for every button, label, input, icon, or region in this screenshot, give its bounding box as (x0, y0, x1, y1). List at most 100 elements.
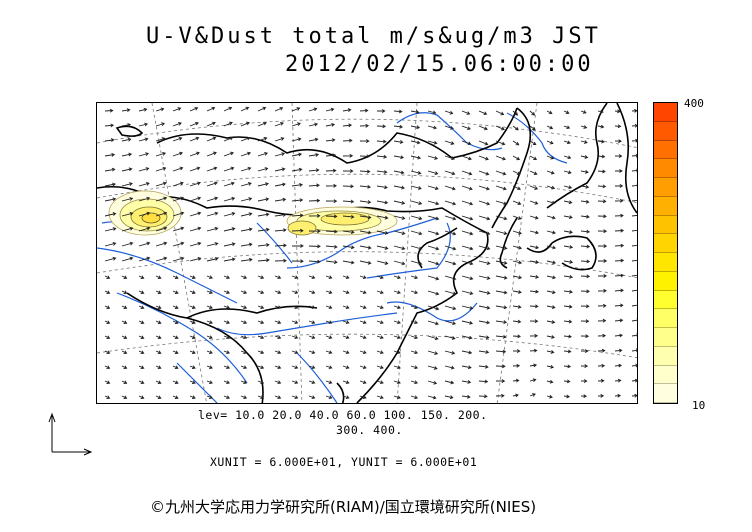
wind-vector (444, 230, 457, 236)
wind-vector (495, 349, 507, 354)
wind-vector (104, 182, 116, 187)
wind-vector (308, 213, 321, 218)
wind-vector (614, 378, 622, 383)
wind-vector (308, 350, 316, 355)
wind-vector (563, 319, 573, 324)
wind-vector (478, 335, 490, 340)
wind-vector (274, 197, 287, 202)
wind-vector (223, 275, 231, 280)
wind-vector (223, 305, 231, 310)
colorbar-cell (654, 290, 677, 310)
wind-vector (597, 244, 608, 248)
wind-vector (580, 244, 591, 249)
wind-vector (444, 185, 456, 191)
colorbar-cell (654, 346, 677, 366)
wind-vector (580, 349, 589, 353)
wind-vector (376, 335, 384, 340)
wind-vector (155, 166, 167, 172)
wind-vector (393, 350, 401, 355)
wind-vector (478, 260, 491, 266)
wind-vector (410, 200, 423, 206)
wind-vector (342, 138, 353, 143)
colorbar-cell (654, 178, 677, 197)
wind-vector (512, 125, 519, 131)
wind-vector (461, 215, 474, 221)
wind-vector (512, 215, 522, 220)
wind-vector (444, 125, 454, 130)
wind-vector (155, 151, 167, 157)
wind-vector (172, 166, 184, 172)
wind-vector (614, 288, 624, 293)
wind-vector (121, 290, 128, 294)
wind-vector (257, 275, 265, 280)
wind-vector (376, 275, 384, 280)
wind-vector (631, 198, 637, 202)
wind-vector (615, 169, 623, 173)
wind-vector (342, 169, 354, 173)
wind-vector (546, 305, 556, 310)
wind-vector (257, 136, 268, 142)
wind-vector (546, 320, 556, 324)
wind-vector (631, 378, 637, 383)
wind-vector (444, 260, 457, 266)
wind-vector (461, 185, 473, 191)
wind-vector (512, 393, 519, 398)
wind-vector (223, 227, 236, 232)
wind-vector (580, 155, 589, 159)
wind-vector (240, 242, 253, 247)
wind-vector (308, 122, 319, 127)
map-canvas (97, 103, 637, 403)
wind-vector (427, 320, 439, 326)
wind-vector (257, 243, 270, 247)
wind-vector (274, 275, 282, 280)
wind-vector (597, 348, 606, 353)
wind-vector (257, 320, 265, 325)
wind-vector (104, 380, 111, 384)
wind-vector (359, 184, 371, 189)
wind-vector (274, 121, 284, 127)
wind-vector (614, 124, 622, 129)
wind-vector (138, 290, 145, 294)
wind-vector (546, 394, 553, 399)
wind-vector (631, 153, 637, 158)
wind-vector (308, 320, 316, 325)
wind-vector (563, 215, 573, 220)
wind-vector (325, 183, 337, 188)
wind-vector (597, 154, 606, 159)
wind-vector (580, 169, 589, 174)
wind-vector (172, 181, 184, 187)
wind-vector (274, 350, 282, 355)
wind-vector (274, 335, 282, 340)
wind-vector (512, 230, 522, 235)
wind-vector (206, 181, 218, 187)
wind-vector (495, 230, 508, 236)
wind-vector (291, 320, 299, 325)
wind-vector (359, 108, 369, 113)
wind-vector (461, 260, 474, 266)
wind-vector (189, 395, 196, 399)
wind-vector (206, 136, 217, 142)
wind-vector (631, 289, 637, 292)
wind-vector (495, 393, 505, 398)
wind-vector (478, 185, 490, 191)
wind-vector (546, 155, 555, 160)
wind-vector (291, 395, 299, 400)
wind-vector (172, 350, 179, 354)
wind-vector (121, 152, 133, 157)
wind-vector (104, 167, 116, 172)
wind-vector (138, 167, 150, 172)
wind-vector (240, 227, 253, 232)
wind-vector (138, 226, 151, 232)
wind-vector (546, 230, 556, 235)
wind-vector (206, 226, 219, 232)
wind-vector (223, 242, 236, 247)
wind-vector (614, 154, 623, 158)
wind-vector (206, 335, 213, 340)
wind-vector (359, 169, 371, 174)
vector-unit-label: XUNIT = 6.000E+01, YUNIT = 6.000E+01 (210, 455, 478, 469)
wind-vector (138, 380, 145, 384)
wind-vector (155, 226, 168, 232)
wind-vector (563, 260, 574, 264)
wind-vector (563, 155, 572, 160)
wind-vector (410, 230, 423, 236)
